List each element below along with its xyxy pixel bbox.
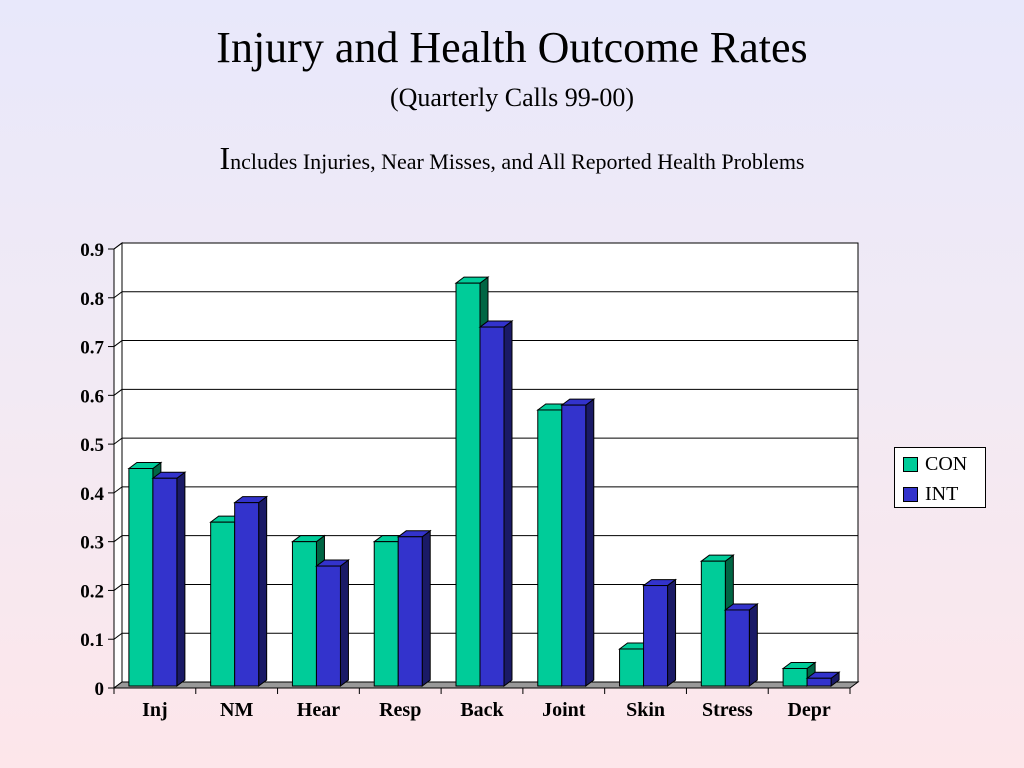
plot-side-wall [113,242,123,689]
bar-side-int [748,602,758,687]
gridline-side [113,584,123,591]
x-tick-label: Hear [297,699,340,721]
x-tick-label: Skin [626,699,665,721]
bar-int [643,585,669,687]
gridline-side [113,486,123,494]
y-tick-label: 0.6 [80,386,104,407]
bar-con [210,521,236,687]
legend-item-con: CON [903,452,967,476]
bar-side-int [585,398,595,687]
gridline-side [113,242,123,250]
chart-title: Injury and Health Outcome Rates [216,23,808,72]
bar-con [128,468,154,687]
bar-int [397,536,423,687]
bar-side-int [421,529,431,687]
bar-con [373,541,399,687]
bar-side-int [667,578,677,687]
bar-side-int [503,320,513,687]
gridline-side [113,632,123,640]
x-tick-label: NM [220,699,253,721]
bar-int [234,502,260,687]
bar-int [315,565,341,687]
y-tick-label: 0.7 [80,338,104,359]
bar-int [561,404,587,687]
bar-con [782,667,808,687]
y-tick-label: 0.1 [80,630,104,651]
gridline-side [113,291,123,299]
x-tick-label: Stress [702,699,753,721]
bar-int [479,326,505,687]
bar-int [152,477,178,687]
chart-note-initial: I [219,140,231,176]
legend-label-int: INT [925,483,959,505]
x-tick-label: Depr [787,699,830,721]
gridline-side [113,535,123,543]
y-tick-label: 0.3 [80,533,104,554]
x-tick-label: Resp [379,699,421,721]
legend-label-con: CON [925,453,968,475]
chart-note: Includes Injuries, Near Misses, and All … [0,140,1024,180]
y-tick-label: 0.8 [80,289,104,310]
chart-subtitle: (Quarterly Calls 99-00) [389,83,635,112]
y-tick-label: 0.2 [80,581,104,602]
gridline-side [113,437,123,445]
legend-swatch-con [903,456,918,472]
gridline-side [113,388,123,396]
bar-con [537,409,563,687]
bar-side-int [339,559,349,687]
y-tick-label: 0.5 [80,435,104,456]
bar-con [619,648,645,687]
y-tick-label: 0.9 [80,240,104,261]
y-tick-label: 0.4 [80,484,104,505]
x-tick-label: Back [460,699,504,721]
bar-side-int [176,471,186,687]
chart-note-text: ncludes Injuries, Near Misses, and All R… [230,149,805,174]
y-tick-label: 0 [95,679,105,700]
x-tick-label: Joint [542,699,586,721]
bar-con [291,541,317,687]
bar-con [455,282,481,687]
bar-side-int [258,495,268,687]
bar-int [724,609,750,687]
gridline-side [113,340,123,347]
legend: CON INT [894,447,986,508]
bar-int [806,677,832,687]
bar-con [700,560,726,687]
x-tick-label: Inj [142,699,168,721]
legend-item-int: INT [903,482,958,506]
legend-swatch-int [903,486,918,502]
